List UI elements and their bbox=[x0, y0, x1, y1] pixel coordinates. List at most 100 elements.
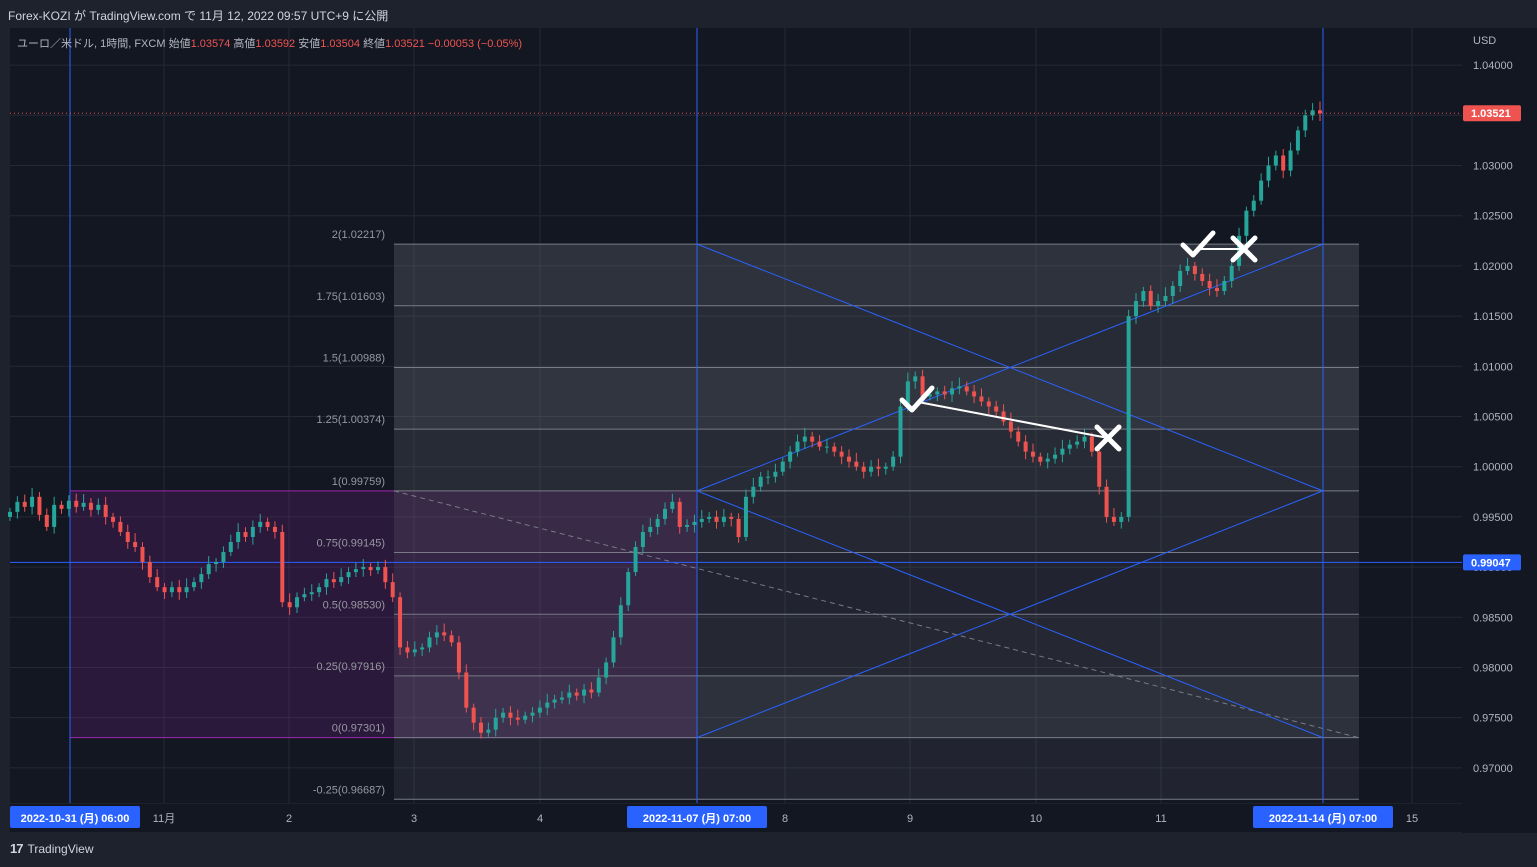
candle-body-9 bbox=[74, 500, 79, 507]
close-value: 1.03521 bbox=[385, 38, 425, 50]
candle-body-165 bbox=[1222, 280, 1227, 292]
candle-body-1 bbox=[15, 501, 20, 512]
candle-body-37 bbox=[280, 531, 285, 603]
candle-body-67 bbox=[501, 712, 506, 718]
candle-body-160 bbox=[1185, 265, 1190, 271]
candle-body-51 bbox=[383, 567, 388, 583]
candle-body-150 bbox=[1111, 516, 1116, 522]
candle-body-143 bbox=[1060, 448, 1065, 455]
candle-body-148 bbox=[1097, 451, 1102, 487]
candle-body-103 bbox=[766, 476, 771, 478]
candle-body-76 bbox=[567, 692, 572, 698]
candle-body-62 bbox=[464, 672, 469, 708]
candle-body-171 bbox=[1266, 165, 1271, 181]
candle-body-131 bbox=[972, 391, 977, 397]
candle-body-127 bbox=[942, 391, 947, 395]
cross-mark-icon-2 bbox=[1230, 235, 1258, 263]
date-badge-label-2: 2022-11-14 (月) 07:00 bbox=[1269, 812, 1377, 825]
candle-body-153 bbox=[1134, 301, 1139, 317]
fib-zone-3 bbox=[394, 429, 1359, 491]
candle-body-35 bbox=[265, 521, 270, 527]
y-tick-label-13: 0.97500 bbox=[1473, 713, 1513, 725]
x-tick-label-8: 15 bbox=[1406, 813, 1418, 825]
x-tick-label-2: 3 bbox=[411, 813, 417, 825]
fib-zone-6 bbox=[394, 614, 1359, 676]
candle-body-93 bbox=[692, 521, 697, 525]
y-tick-label-3: 1.02500 bbox=[1473, 211, 1513, 223]
fib-label-9: -0.25(0.96687) bbox=[313, 784, 385, 796]
candle-body-88 bbox=[655, 518, 660, 527]
candle-body-69 bbox=[515, 717, 520, 720]
candle-body-126 bbox=[935, 391, 940, 395]
candle-body-133 bbox=[986, 401, 991, 407]
candle-body-71 bbox=[530, 712, 535, 716]
candle-body-102 bbox=[758, 476, 763, 487]
candle-body-28 bbox=[214, 562, 219, 565]
candle-body-50 bbox=[375, 567, 380, 571]
x-tick-label-5: 9 bbox=[907, 813, 913, 825]
candle-body-115 bbox=[854, 461, 859, 467]
candle-body-48 bbox=[361, 567, 366, 570]
candle-body-18 bbox=[140, 547, 145, 563]
trade-line-1 bbox=[917, 401, 1109, 439]
high-value: 1.03592 bbox=[255, 38, 296, 50]
candle-body-75 bbox=[559, 697, 564, 700]
candle-body-14 bbox=[111, 516, 116, 522]
candle-body-8 bbox=[66, 500, 71, 509]
candle-body-166 bbox=[1229, 265, 1234, 281]
candle-body-61 bbox=[456, 642, 461, 673]
check-mark-icon-1 bbox=[899, 385, 935, 413]
cross-mark-icon-1 bbox=[1094, 424, 1122, 452]
fib-label-4: 1(0.99759) bbox=[332, 476, 385, 488]
candle-body-16 bbox=[125, 531, 130, 542]
candle-body-168 bbox=[1244, 210, 1249, 236]
candle-body-92 bbox=[685, 524, 690, 527]
candle-body-65 bbox=[486, 729, 491, 733]
candle-body-122 bbox=[905, 381, 910, 407]
candle-body-151 bbox=[1119, 516, 1124, 522]
candle-body-173 bbox=[1281, 155, 1286, 171]
candle-body-90 bbox=[670, 501, 675, 509]
pattern-line-1 bbox=[696, 243, 1324, 492]
y-tick-label-12: 0.98000 bbox=[1473, 662, 1513, 674]
candle-body-17 bbox=[133, 541, 138, 548]
candle-body-162 bbox=[1200, 273, 1205, 281]
candle-body-98 bbox=[729, 516, 734, 519]
candle-body-53 bbox=[398, 597, 403, 648]
candle-body-91 bbox=[677, 501, 682, 527]
y-tick-label-9: 0.99500 bbox=[1473, 512, 1513, 524]
candle-body-137 bbox=[1016, 431, 1021, 442]
y-tick-label-4: 1.02000 bbox=[1473, 261, 1513, 273]
candle-body-154 bbox=[1141, 291, 1146, 302]
candle-body-101 bbox=[751, 486, 756, 497]
y-tick-label-14: 0.97000 bbox=[1473, 763, 1513, 775]
price-scale-bg bbox=[1462, 28, 1537, 833]
crosshair-price-badge bbox=[1463, 554, 1521, 571]
candle-body-60 bbox=[449, 635, 454, 643]
date-badge-label-1: 2022-11-07 (月) 07:00 bbox=[643, 812, 751, 825]
candle-body-139 bbox=[1030, 451, 1035, 457]
candle-body-112 bbox=[832, 446, 837, 452]
x-tick-label-3: 4 bbox=[537, 813, 543, 825]
candle-body-73 bbox=[545, 702, 550, 708]
candle-body-22 bbox=[169, 587, 174, 593]
candle-body-47 bbox=[353, 569, 358, 573]
candle-body-0 bbox=[8, 511, 12, 517]
candle-body-130 bbox=[964, 386, 969, 392]
fib-zone-1 bbox=[394, 305, 1359, 368]
fib-zone-8 bbox=[394, 737, 1359, 800]
candle-body-94 bbox=[699, 518, 704, 522]
candle-body-147 bbox=[1089, 436, 1094, 452]
candle-body-57 bbox=[427, 637, 432, 648]
candle-body-70 bbox=[523, 715, 528, 720]
candle-body-134 bbox=[994, 406, 999, 412]
candle-body-121 bbox=[898, 406, 903, 457]
candle-body-140 bbox=[1038, 456, 1043, 462]
candle-body-87 bbox=[648, 526, 653, 532]
candle-body-77 bbox=[574, 692, 579, 696]
candle-body-105 bbox=[780, 461, 785, 472]
candle-body-146 bbox=[1082, 436, 1087, 442]
pattern-line-3 bbox=[696, 490, 1324, 739]
